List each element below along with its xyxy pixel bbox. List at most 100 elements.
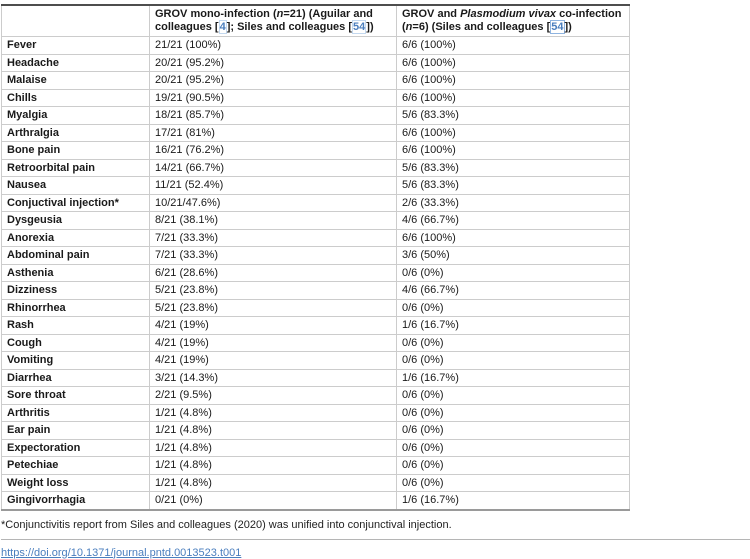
co-infection-value-cell: 5/6 (83.3%) [396, 176, 630, 195]
co-infection-value-cell: 6/6 (100%) [396, 228, 630, 247]
symptom-cell: Asthenia [1, 263, 150, 282]
mono-infection-value-cell: 4/21 (19%) [149, 333, 397, 352]
table-row: Nausea 11/21 (52.4%) 5/6 (83.3%) [1, 176, 630, 195]
co-infection-value-cell: 1/6 (16.7%) [396, 316, 630, 335]
mono-infection-value-cell: 21/21 (100%) [149, 36, 397, 55]
doi-link[interactable]: https://doi.org/10.1371/journal.pntd.001… [1, 546, 242, 559]
co-infection-value-cell: 0/6 (0%) [396, 386, 630, 405]
co-infection-value-cell: 6/6 (100%) [396, 141, 630, 160]
symptom-cell: Vomiting [1, 351, 150, 370]
mono-infection-value-cell: 0/21 (0%) [149, 491, 397, 510]
symptom-cell: Nausea [1, 176, 150, 195]
table-row: Arthralgia 17/21 (81%) 6/6 (100%) [1, 123, 630, 142]
co-infection-value-cell: 0/6 (0%) [396, 263, 630, 282]
reference-link[interactable]: 4 [218, 20, 227, 34]
symptom-cell: Myalgia [1, 106, 150, 125]
co-infection-value-cell: 6/6 (100%) [396, 123, 630, 142]
co-infection-value-cell: 3/6 (50%) [396, 246, 630, 265]
table-row: Fever 21/21 (100%) 6/6 (100%) [1, 36, 630, 55]
reference-link[interactable]: 54 [352, 20, 367, 34]
symptom-cell: Arthritis [1, 403, 150, 422]
symptom-cell: Headache [1, 53, 150, 72]
header-text: n [405, 21, 413, 33]
table-row: Ear pain 1/21 (4.8%) 0/6 (0%) [1, 421, 630, 440]
mono-infection-value-cell: 20/21 (95.2%) [149, 53, 397, 72]
mono-infection-value-cell: 8/21 (38.1%) [149, 211, 397, 230]
mono-infection-value-cell: 3/21 (14.3%) [149, 368, 397, 387]
reference-link[interactable]: 54 [550, 20, 565, 34]
header-text: =6) (Siles and colleagues [ [412, 21, 551, 33]
divider-rule [1, 538, 750, 540]
header-text: co-infection ( [402, 8, 622, 33]
symptom-cell: Rhinorrhea [1, 298, 150, 317]
table-row: Dizziness 5/21 (23.8%) 4/6 (66.7%) [1, 281, 630, 300]
table-row: Chills 19/21 (90.5%) 6/6 (100%) [1, 88, 630, 107]
table-row: Diarrhea 3/21 (14.3%) 1/6 (16.7%) [1, 368, 630, 387]
mono-infection-value-cell: 7/21 (33.3%) [149, 246, 397, 265]
mono-infection-value-cell: 1/21 (4.8%) [149, 403, 397, 422]
mono-infection-value-cell: 4/21 (19%) [149, 316, 397, 335]
mono-infection-value-cell: 1/21 (4.8%) [149, 473, 397, 492]
mono-infection-value-cell: 1/21 (4.8%) [149, 421, 397, 440]
table-row: Weight loss 1/21 (4.8%) 0/6 (0%) [1, 473, 630, 492]
table-row: Cough 4/21 (19%) 0/6 (0%) [1, 333, 630, 352]
table-row: Headache 20/21 (95.2%) 6/6 (100%) [1, 53, 630, 72]
co-infection-value-cell: 0/6 (0%) [396, 421, 630, 440]
table-row: Expectoration 1/21 (4.8%) 0/6 (0%) [1, 438, 630, 457]
table-row: Rash 4/21 (19%) 1/6 (16.7%) [1, 316, 630, 335]
header-text: Plasmodium vivax [460, 8, 557, 20]
table-row: Arthritis 1/21 (4.8%) 0/6 (0%) [1, 403, 630, 422]
header-symptom-column [1, 4, 150, 37]
co-infection-value-cell: 6/6 (100%) [396, 71, 630, 90]
co-infection-value-cell: 6/6 (100%) [396, 36, 630, 55]
mono-infection-value-cell: 5/21 (23.8%) [149, 298, 397, 317]
symptom-cell: Anorexia [1, 228, 150, 247]
header-text: ]) [564, 21, 572, 33]
mono-infection-value-cell: 14/21 (66.7%) [149, 158, 397, 177]
header-co-infection-column: GROV and Plasmodium vivax co-infection (… [396, 4, 630, 37]
table-row: Vomiting 4/21 (19%) 0/6 (0%) [1, 351, 630, 370]
symptom-cell: Cough [1, 333, 150, 352]
mono-infection-value-cell: 19/21 (90.5%) [149, 88, 397, 107]
co-infection-value-cell: 0/6 (0%) [396, 351, 630, 370]
mono-infection-value-cell: 16/21 (76.2%) [149, 141, 397, 160]
mono-infection-value-cell: 1/21 (4.8%) [149, 438, 397, 457]
co-infection-value-cell: 0/6 (0%) [396, 473, 630, 492]
co-infection-value-cell: 4/6 (66.7%) [396, 281, 630, 300]
header-text: =21) (Aguilar and colleagues [ [155, 8, 373, 33]
co-infection-value-cell: 0/6 (0%) [396, 456, 630, 475]
co-infection-value-cell: 2/6 (33.3%) [396, 193, 630, 212]
symptom-cell: Diarrhea [1, 368, 150, 387]
mono-infection-value-cell: 18/21 (85.7%) [149, 106, 397, 125]
co-infection-value-cell: 1/6 (16.7%) [396, 491, 630, 510]
co-infection-value-cell: 5/6 (83.3%) [396, 106, 630, 125]
symptom-cell: Chills [1, 88, 150, 107]
table-row: Abdominal pain 7/21 (33.3%) 3/6 (50%) [1, 246, 630, 265]
co-infection-value-cell: 0/6 (0%) [396, 403, 630, 422]
mono-infection-value-cell: 17/21 (81%) [149, 123, 397, 142]
mono-infection-value-cell: 4/21 (19%) [149, 351, 397, 370]
symptom-cell: Dizziness [1, 281, 150, 300]
table-row: Conjuctival injection* 10/21/47.6%) 2/6 (3… [1, 193, 630, 212]
header-mono-infection-column: GROV mono-infection (n=21) (Aguilar and … [149, 4, 397, 37]
table-row: Asthenia 6/21 (28.6%) 0/6 (0%) [1, 263, 630, 282]
header-text: n [276, 8, 284, 20]
symptom-cell: Fever [1, 36, 150, 55]
table-header-row: GROV mono-infection (n=21) (Aguilar and … [1, 4, 630, 37]
co-infection-value-cell: 0/6 (0%) [396, 438, 630, 457]
co-infection-value-cell: 5/6 (83.3%) [396, 158, 630, 177]
table-row: Sore throat 2/21 (9.5%) 0/6 (0%) [1, 386, 630, 405]
symptom-cell: Expectoration [1, 438, 150, 457]
table-row: Petechiae 1/21 (4.8%) 0/6 (0%) [1, 456, 630, 475]
co-infection-value-cell: 0/6 (0%) [396, 333, 630, 352]
table-row: Gingivorrhagia 0/21 (0%) 1/6 (16.7%) [1, 491, 630, 510]
symptom-cell: Sore throat [1, 386, 150, 405]
table-footnote: *Conjunctivitis report from Siles and co… [1, 518, 452, 531]
symptom-cell: Gingivorrhagia [1, 491, 150, 510]
header-text: ]) [366, 21, 374, 33]
mono-infection-value-cell: 7/21 (33.3%) [149, 228, 397, 247]
symptom-cell: Malaise [1, 71, 150, 90]
co-infection-value-cell: 1/6 (16.7%) [396, 368, 630, 387]
table-row: Rhinorrhea 5/21 (23.8%) 0/6 (0%) [1, 298, 630, 317]
